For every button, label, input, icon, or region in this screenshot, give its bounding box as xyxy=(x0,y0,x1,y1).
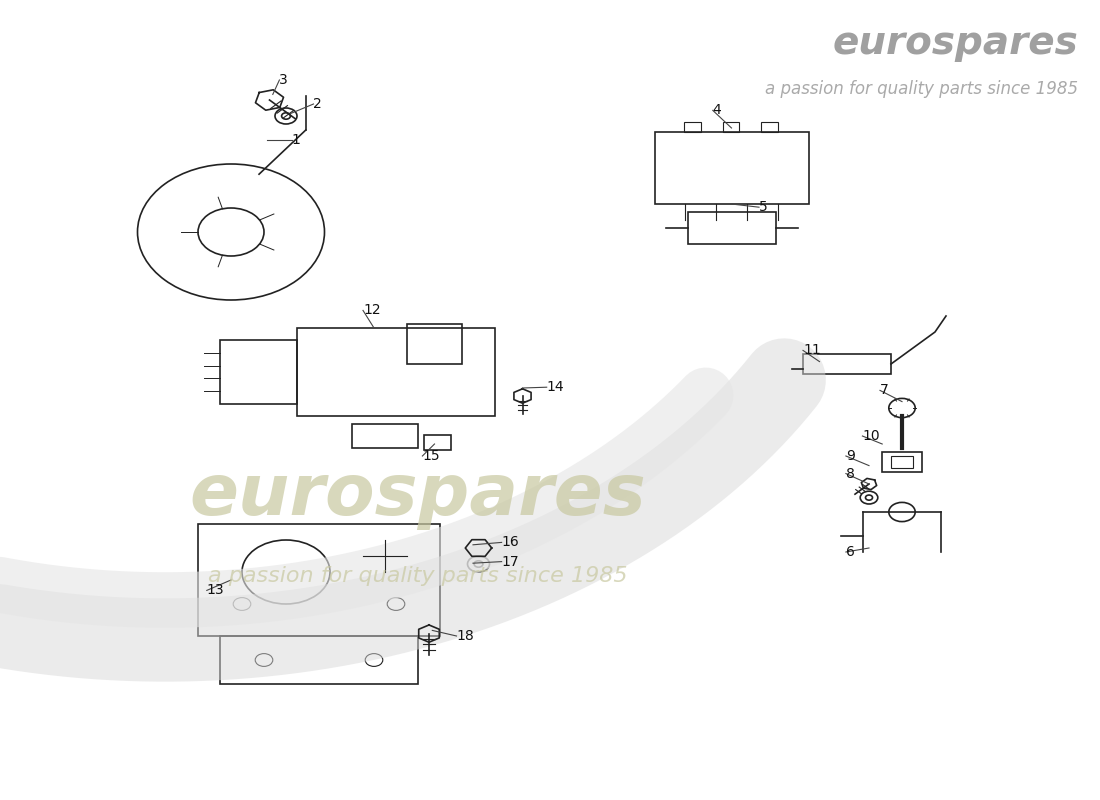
Bar xyxy=(882,452,922,472)
Text: 1: 1 xyxy=(292,133,300,147)
Text: 6: 6 xyxy=(846,545,855,559)
Text: 5: 5 xyxy=(759,200,768,214)
Text: 14: 14 xyxy=(547,380,564,394)
Bar xyxy=(198,524,440,636)
Text: 17: 17 xyxy=(502,554,519,569)
Text: eurospares: eurospares xyxy=(189,462,647,530)
Bar xyxy=(803,354,891,374)
Text: 12: 12 xyxy=(363,303,381,318)
Bar xyxy=(297,328,495,416)
Text: 13: 13 xyxy=(207,583,224,598)
Text: 7: 7 xyxy=(880,383,889,398)
Bar xyxy=(220,340,297,404)
Bar xyxy=(688,212,776,244)
Bar xyxy=(654,132,808,204)
Text: 16: 16 xyxy=(502,535,519,550)
Text: a passion for quality parts since 1985: a passion for quality parts since 1985 xyxy=(764,80,1078,98)
Text: 3: 3 xyxy=(279,73,288,87)
Text: 2: 2 xyxy=(314,97,322,111)
Bar xyxy=(761,122,778,132)
Bar xyxy=(220,636,418,684)
Text: 15: 15 xyxy=(422,449,440,463)
Bar xyxy=(684,122,701,132)
Bar xyxy=(891,456,913,468)
Bar xyxy=(723,122,739,132)
Bar xyxy=(352,424,418,448)
Text: 9: 9 xyxy=(846,449,855,463)
Text: 4: 4 xyxy=(713,103,722,118)
Bar xyxy=(407,324,462,364)
Text: 18: 18 xyxy=(456,629,474,643)
Bar xyxy=(424,435,451,450)
Text: 8: 8 xyxy=(846,466,855,481)
Text: 10: 10 xyxy=(862,429,880,443)
Text: eurospares: eurospares xyxy=(833,24,1078,62)
Text: a passion for quality parts since 1985: a passion for quality parts since 1985 xyxy=(208,566,628,586)
Text: 11: 11 xyxy=(803,343,821,358)
